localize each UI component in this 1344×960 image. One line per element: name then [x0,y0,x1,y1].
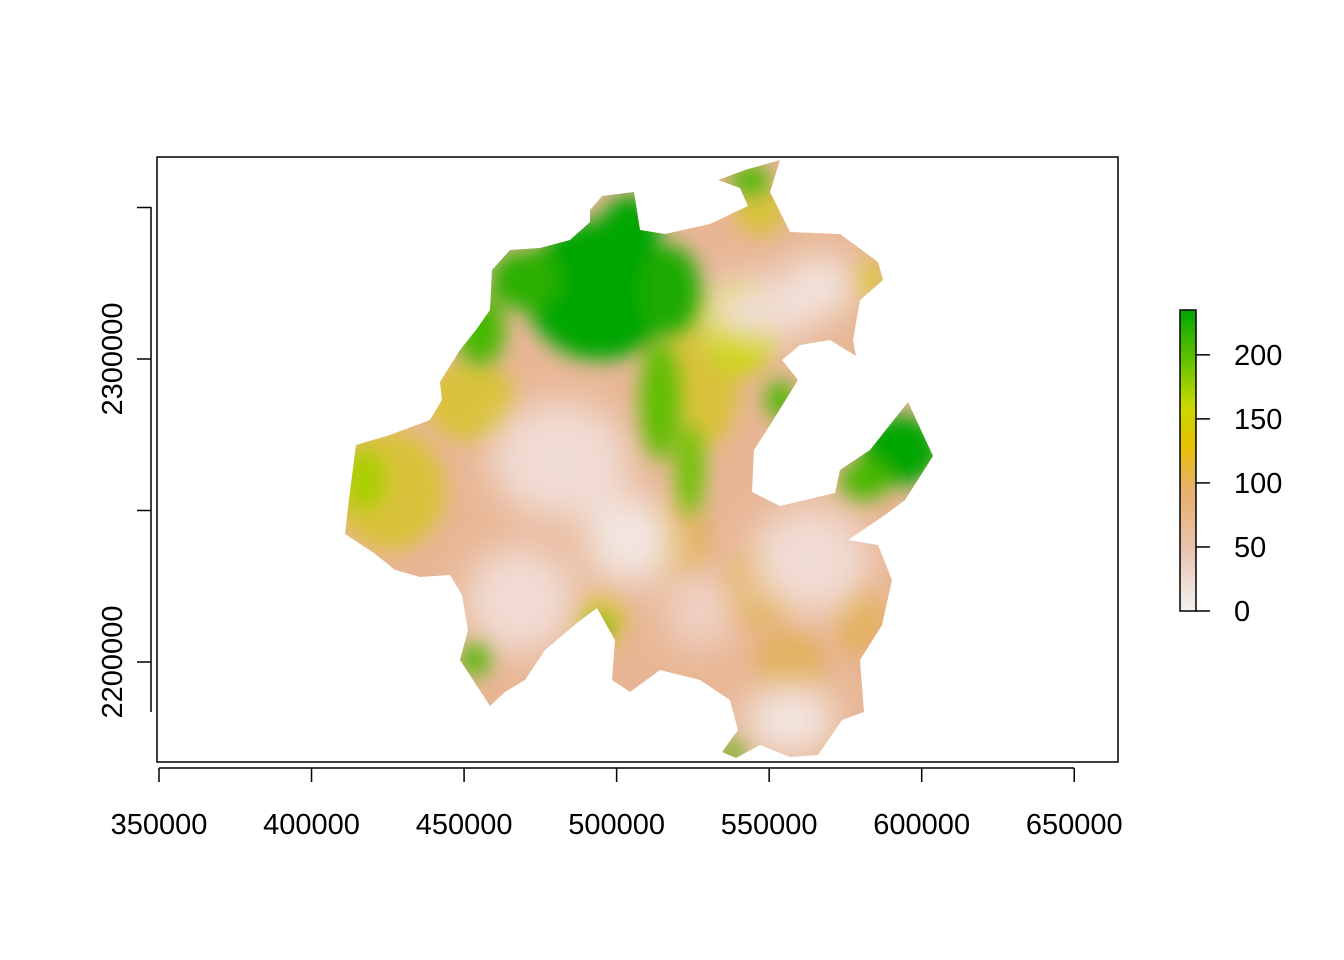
x-tick-label: 600000 [873,809,970,841]
terrain-zone [461,644,489,676]
legend-tick-label: 50 [1234,532,1266,564]
legend-tick-label: 200 [1234,340,1282,372]
terrain-zone [750,505,870,615]
x-axis: 350000 400000 450000 500000 550000 600000 6500… [111,767,1123,841]
terrain-zone [345,450,385,510]
x-tick-label: 500000 [568,809,665,841]
x-tick-label: 450000 [416,809,513,841]
legend-tick-label: 0 [1234,596,1250,628]
x-tick-label: 550000 [721,809,818,841]
terrain-zone [455,295,505,365]
terrain-zone [766,380,794,420]
legend-colorbar [1179,309,1197,612]
terrain-zone [575,595,625,645]
y-tick-label: 2200000 [97,606,129,719]
x-tick-label: 400000 [263,809,360,841]
y-axis: 2200000 2300000 [97,206,152,719]
y-tick-label: 2300000 [97,303,129,416]
terrain-zone [600,195,660,265]
terrain-zone [665,570,735,650]
terrain-zone [840,460,890,500]
terrain-zone [785,255,855,315]
legend: 0 50 100 150 200 [1179,309,1282,628]
legend-tick-label: 150 [1234,404,1282,436]
terrain-zone [590,618,610,638]
x-tick-label: 350000 [111,809,208,841]
lowland-blobs [465,255,870,755]
terrain-zone [490,250,560,310]
terrain-zone [735,185,785,235]
terrain-zone [676,425,704,515]
terrain-zone [855,260,885,300]
terrain-zone [425,360,515,440]
plot-frame [156,156,1119,763]
terrain-zone [640,340,680,460]
terrain-zone [745,685,835,755]
terrain-zone [720,742,744,758]
terrain-zone [755,630,825,690]
terrain-zone [640,245,700,335]
terrain-zone [585,495,675,585]
legend-tick-label: 100 [1234,468,1282,500]
terrain-zone [490,400,630,520]
x-tick-label: 650000 [1026,809,1123,841]
terrain-zone [465,545,575,655]
terrain-zone [730,165,770,195]
raster-layer [345,160,933,758]
